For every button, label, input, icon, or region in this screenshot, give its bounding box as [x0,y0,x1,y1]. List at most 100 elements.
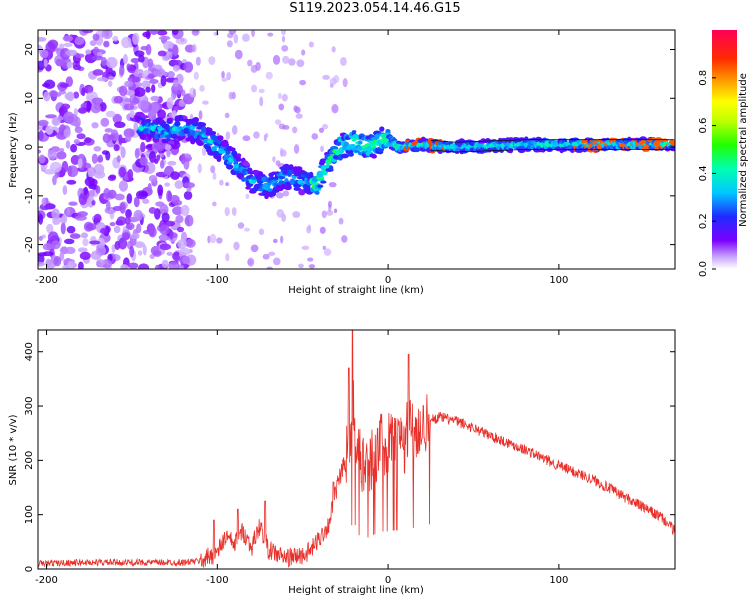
noise-blob [247,59,253,67]
noise-blob [163,169,172,176]
noise-blob [243,227,251,232]
spectrogram-x-tick-label: -100 [206,275,229,286]
noise-blob [262,253,270,260]
noise-blob [342,78,348,88]
snr-y-axis-label: SNR (10 * v/v) [8,414,19,485]
ridge-blob [190,138,196,145]
noise-blob [212,201,217,207]
ridge-blob [326,160,333,165]
noise-blob [168,261,180,269]
noise-blob [42,251,54,257]
noise-blob [328,182,337,188]
noise-blob [151,84,156,93]
noise-blob [85,223,97,231]
noise-blob [53,256,62,267]
noise-blob [66,179,77,185]
noise-blob [173,106,179,112]
noise-blob [322,123,329,130]
noise-blob [175,37,188,45]
spectrogram-frame [37,29,676,270]
noise-blob [160,75,167,87]
noise-blob [253,131,260,139]
noise-blob [274,119,282,126]
noise-blob [74,126,83,134]
noise-blob [150,95,160,102]
ridge-blob [192,121,200,127]
ridge-blob [272,189,280,193]
ridge-blob [145,118,152,123]
noise-blob [323,248,332,256]
ridge-blob [237,173,243,180]
noise-blob [62,185,68,196]
noise-blob [157,50,167,57]
spectrogram-x-tick-label: -200 [35,275,58,286]
noise-blob [145,44,152,56]
noise-blob [221,71,225,79]
ridge-blob [225,150,231,155]
noise-blob [152,70,163,76]
noise-blob [157,109,167,120]
noise-blob [267,251,276,256]
ridge-blob [236,153,242,158]
noise-blob [89,40,97,46]
ridge-blob [141,115,149,119]
noise-blob [63,128,71,138]
noise-blob [100,117,110,127]
ridge-blob [351,130,357,134]
noise-blob [38,130,44,141]
noise-blob [43,91,51,102]
noise-blob [226,71,232,81]
noise-blob [319,226,326,234]
noise-blob [331,46,336,53]
colorbar: 0.0 0.2 0.4 0.6 0.8 Normalized spectral ampl… [698,30,749,277]
noise-blob [201,146,207,156]
noise-blob [93,146,102,152]
noise-blob [191,44,197,53]
noise-blob [120,146,126,159]
noise-blob [183,61,194,73]
snr-x-tick-label: 100 [549,575,568,586]
noise-blob [91,153,98,164]
noise-blob [166,251,173,256]
colorbar-tick-label: 0.6 [698,118,709,134]
noise-blob [161,212,170,223]
noise-blob [224,206,230,217]
ridge-blob [298,189,306,196]
noise-blob [199,84,205,92]
noise-blob [147,73,155,79]
noise-blob [277,92,282,100]
noise-blob [182,256,191,264]
noise-blob [145,144,155,151]
noise-blob [64,246,76,255]
noise-blob [90,103,102,114]
noise-blob [112,113,122,124]
noise-blob [133,209,144,222]
noise-blob [42,243,52,251]
noise-blob [288,58,296,66]
noise-blob [105,110,116,118]
noise-blob [139,156,149,166]
noise-blob [307,257,314,262]
noise-blob [234,49,243,60]
noise-blob [57,116,64,121]
snr-x-tick-label: -200 [35,575,58,586]
noise-blob [272,238,278,244]
noise-blob [134,241,145,248]
noise-blob [147,183,152,193]
noise-blob [129,245,135,258]
noise-blob [86,100,91,113]
noise-blob [133,121,139,133]
noise-blob [180,153,186,165]
snr-y-tick-label: 0 [24,566,35,572]
ridge-blob [174,121,181,127]
noise-blob [128,262,139,269]
snr-x-axis-label: Height of straight line (km) [288,585,424,596]
colorbar-label: Normalized spectral amplitude [738,73,749,227]
noise-blob [91,97,103,105]
noise-blob [209,233,217,244]
noise-blob [327,200,332,208]
noise-blob [116,155,121,163]
noise-blob [225,253,230,262]
